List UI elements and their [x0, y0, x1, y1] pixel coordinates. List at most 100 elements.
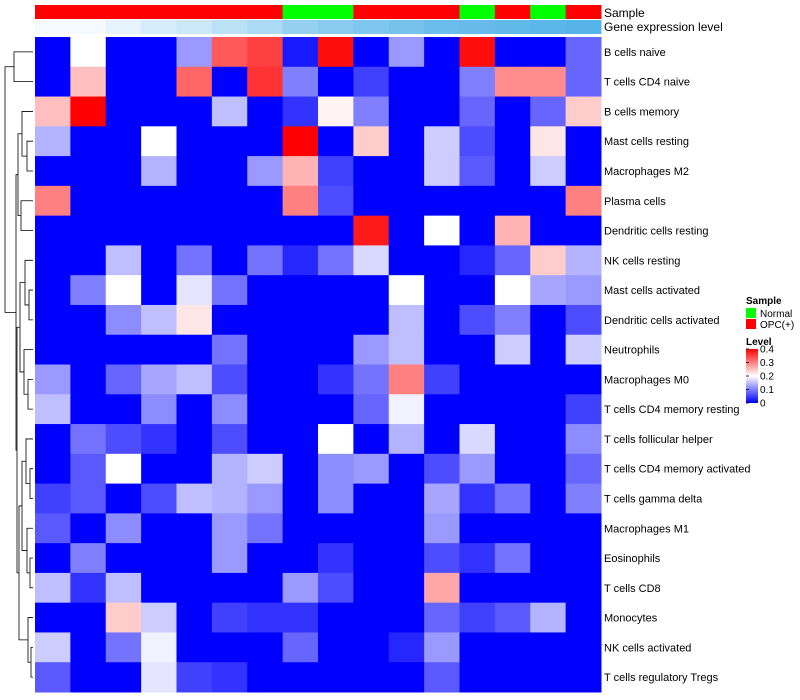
- sample-cell: [211, 5, 248, 19]
- heatmap-cell: [105, 334, 142, 365]
- heatmap-cell: [565, 185, 602, 217]
- heatmap-cell: [388, 96, 425, 127]
- heatmap-cell: [211, 543, 248, 574]
- heatmap-cell: [211, 304, 248, 336]
- heatmap-cell: [388, 245, 425, 276]
- heatmap-cell: [318, 185, 354, 217]
- heatmap-cell: [282, 483, 319, 514]
- heatmap-cell: [565, 483, 602, 514]
- heatmap-cell: [353, 334, 390, 365]
- heatmap-cell: [530, 126, 567, 157]
- heatmap-cell: [565, 37, 602, 68]
- heatmap-cell: [35, 453, 71, 485]
- expression-cell: [459, 20, 496, 34]
- heatmap-cell: [141, 424, 177, 455]
- heatmap-cell: [70, 126, 107, 157]
- heatmap-cell: [70, 513, 107, 544]
- expression-cell: [105, 20, 142, 34]
- heatmap-cell: [211, 572, 248, 604]
- heatmap-cell: [565, 513, 602, 544]
- heatmap-cell: [211, 602, 248, 633]
- heatmap-cell: [176, 275, 213, 306]
- expression-cell: [388, 20, 425, 34]
- heatmap-cell: [530, 334, 567, 365]
- heatmap-cell: [318, 513, 354, 544]
- heatmap-cells: [35, 37, 602, 693]
- legend-normal-swatch: [746, 308, 756, 318]
- heatmap-cell: [494, 37, 531, 68]
- heatmap-cell: [494, 602, 531, 633]
- heatmap-cell: [353, 364, 390, 395]
- legend-level-tick-label: 0.1: [760, 385, 774, 396]
- heatmap-cell: [105, 156, 142, 187]
- heatmap-cell: [70, 424, 107, 455]
- heatmap-cell: [211, 453, 248, 485]
- heatmap-cell: [388, 156, 425, 187]
- heatmap-cell: [141, 483, 177, 514]
- heatmap-cell: [141, 304, 177, 336]
- heatmap-cell: [176, 37, 213, 68]
- heatmap-cell: [247, 126, 284, 157]
- heatmap-cell: [388, 334, 425, 365]
- heatmap-cell: [105, 424, 142, 455]
- heatmap-cell: [424, 66, 460, 98]
- heatmap-cell: [388, 543, 425, 574]
- heatmap-cell: [70, 96, 107, 127]
- expression-cell: [176, 20, 213, 34]
- expression-cell: [247, 20, 284, 34]
- heatmap-cell: [141, 453, 177, 485]
- heatmap-cell: [494, 96, 531, 127]
- heatmap-cell: [211, 662, 248, 693]
- heatmap-cell: [388, 572, 425, 604]
- heatmap-cell: [424, 96, 460, 127]
- heatmap-cell: [282, 513, 319, 544]
- heatmap-cell: [282, 185, 319, 217]
- heatmap-cell: [105, 66, 142, 98]
- heatmap-cell: [70, 245, 107, 276]
- heatmap-cell: [424, 424, 460, 455]
- heatmap-cell: [141, 245, 177, 276]
- heatmap-cell: [530, 304, 567, 336]
- heatmap-cell: [70, 275, 107, 306]
- heatmap-cell: [35, 513, 71, 544]
- sample-cell: [105, 5, 142, 19]
- sample-cell: [282, 5, 319, 19]
- heatmap-cell: [459, 513, 496, 544]
- heatmap-cell: [494, 483, 531, 514]
- heatmap-cell: [282, 66, 319, 98]
- heatmap-cell: [105, 602, 142, 633]
- row-label: NK cells activated: [604, 642, 691, 654]
- dendrogram-branch: [16, 326, 20, 574]
- heatmap-cell: [318, 126, 354, 157]
- heatmap-cell: [247, 424, 284, 455]
- heatmap-cell: [141, 96, 177, 127]
- row-label: Macrophages M1: [604, 523, 689, 535]
- heatmap-cell: [530, 424, 567, 455]
- heatmap-cell: [35, 662, 71, 693]
- heatmap-cell: [176, 156, 213, 187]
- heatmap-cell: [318, 453, 354, 485]
- heatmap-cell: [353, 304, 390, 336]
- heatmap-cell: [318, 66, 354, 98]
- heatmap-cell: [388, 364, 425, 395]
- heatmap-cell: [530, 275, 567, 306]
- heatmap-cell: [247, 304, 284, 336]
- heatmap-cell: [530, 66, 567, 98]
- legend: Sample Normal OPC(+) Level 0.4 0.3 0.2 0.1 0: [746, 296, 794, 410]
- dendrogram-branch: [29, 557, 33, 589]
- heatmap-cell: [176, 96, 213, 127]
- row-label: Dendritic cells resting: [604, 226, 709, 238]
- heatmap-cell: [70, 543, 107, 574]
- heatmap-cell: [530, 483, 567, 514]
- heatmap-cell: [282, 602, 319, 633]
- heatmap-cell: [70, 37, 107, 68]
- heatmap-cell: [247, 483, 284, 514]
- heatmap-cell: [141, 334, 177, 365]
- heatmap-cell: [459, 37, 496, 68]
- heatmap-cell: [530, 364, 567, 395]
- heatmap-cell: [35, 96, 71, 127]
- heatmap-cell: [105, 364, 142, 395]
- heatmap-cell: [318, 275, 354, 306]
- expression-cell: [424, 20, 460, 34]
- heatmap-cell: [176, 543, 213, 574]
